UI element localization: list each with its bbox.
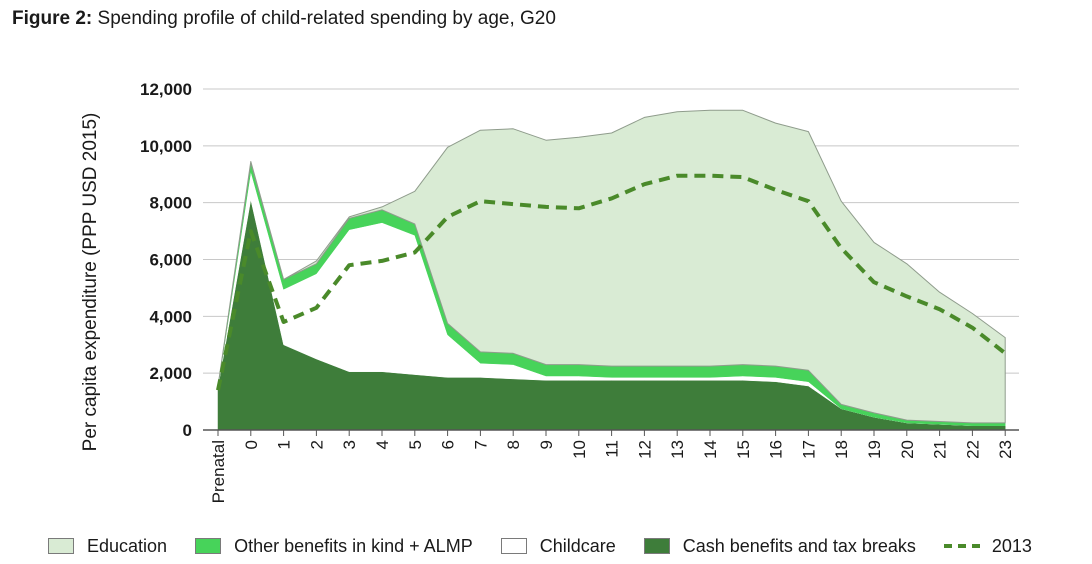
y-tick-label: 4,000 xyxy=(149,307,192,326)
x-tick-label: 1 xyxy=(275,440,294,449)
axes: 0 2,000 4,000 6,000 8,000 10,000 12,000 Prenata… xyxy=(140,80,1019,503)
x-tick-label: 16 xyxy=(767,440,786,459)
stacked-areas xyxy=(217,109,1006,431)
x-tick-label: 2 xyxy=(307,440,326,449)
area-chart: 0 2,000 4,000 6,000 8,000 10,000 12,000 Prenata… xyxy=(80,80,1019,503)
x-tick-label: Prenatal xyxy=(209,440,228,503)
x-tick-label: 17 xyxy=(799,440,818,459)
x-tick-label: 13 xyxy=(668,440,687,459)
legend-label-2013: 2013 xyxy=(991,535,1032,556)
x-tick-label: 4 xyxy=(373,440,392,449)
legend-label-other-benefits: Other benefits in kind + ALMP xyxy=(234,535,473,556)
legend-item-other-benefits: Other benefits in kind + ALMP xyxy=(195,536,473,557)
x-tick-label: 5 xyxy=(406,440,425,449)
x-tick-label: 19 xyxy=(865,440,884,459)
y-tick-label: 0 xyxy=(183,421,192,440)
figure-title-text: Spending profile of child-related spendi… xyxy=(97,8,556,29)
x-tick-label: 20 xyxy=(898,440,917,459)
x-tick-label: 11 xyxy=(603,440,622,458)
x-tick-label: 23 xyxy=(996,440,1015,459)
legend: Education Other benefits in kind + ALMP … xyxy=(48,534,1032,558)
y-tick-label: 10,000 xyxy=(140,137,192,156)
x-tick-label: 3 xyxy=(340,440,359,449)
legend-item-education: Education xyxy=(48,536,167,557)
legend-swatch-education xyxy=(48,538,74,554)
figure-label: Figure 2: xyxy=(12,8,93,29)
y-axis-label: Per capita expenditure (PPP USD 2015) xyxy=(80,113,101,452)
legend-swatch-childcare xyxy=(500,538,527,554)
y-tick-label: 6,000 xyxy=(149,251,192,270)
legend-swatch-2013 xyxy=(943,544,980,548)
line-2013-group xyxy=(216,173,1007,391)
legend-label-education: Education xyxy=(87,535,168,556)
legend-item-2013: 2013 xyxy=(943,535,1032,557)
legend-swatch-cash-benefits xyxy=(643,538,670,554)
figure-title: Figure 2: Spending profile of child-rela… xyxy=(12,8,556,30)
y-tick-label: 12,000 xyxy=(140,80,192,99)
x-tick-label: 14 xyxy=(701,440,720,459)
x-tick-label: 18 xyxy=(832,440,851,459)
x-tick-label: 21 xyxy=(931,440,950,459)
legend-swatch-other-benefits xyxy=(195,538,222,554)
legend-label-childcare: Childcare xyxy=(539,535,616,556)
area-education xyxy=(217,109,1006,424)
x-tick-label: 8 xyxy=(504,440,523,449)
x-tick-label: 15 xyxy=(734,440,753,459)
legend-item-childcare: Childcare xyxy=(500,535,616,557)
x-tick-label: 6 xyxy=(439,440,458,449)
x-tick-label: 0 xyxy=(242,440,261,449)
y-tick-label: 8,000 xyxy=(149,194,192,213)
legend-label-cash-benefits: Cash benefits and tax breaks xyxy=(682,535,916,556)
x-tick-label: 10 xyxy=(570,440,589,459)
x-tick-label: 22 xyxy=(963,440,982,459)
x-tick-label: 7 xyxy=(471,440,490,449)
x-tick-label: 9 xyxy=(537,440,556,449)
legend-item-cash-benefits: Cash benefits and tax breaks xyxy=(643,535,916,557)
x-tick-label: 12 xyxy=(635,440,654,459)
line-2013 xyxy=(216,173,1007,391)
y-tick-label: 2,000 xyxy=(149,364,192,383)
